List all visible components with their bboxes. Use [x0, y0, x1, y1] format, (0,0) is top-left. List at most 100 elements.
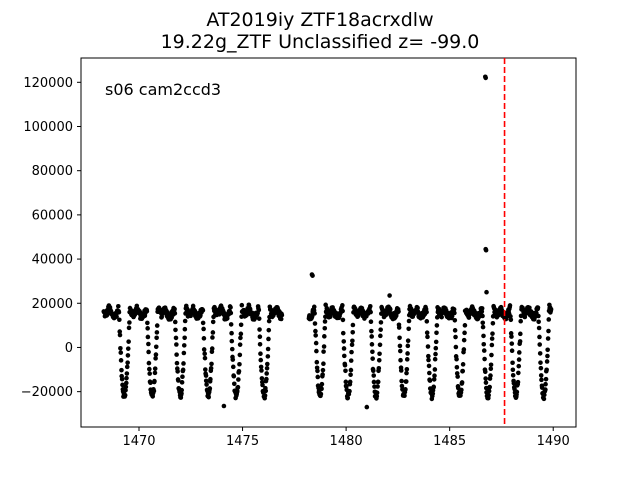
- data-point-805: [405, 338, 411, 344]
- data-point-1044: [488, 366, 494, 372]
- data-point-803: [405, 351, 410, 356]
- data-point-309: [208, 376, 213, 382]
- data-point-1185: [537, 334, 542, 340]
- data-point-1202: [543, 387, 548, 392]
- data-point-1156: [527, 305, 532, 311]
- data-point-65: [124, 380, 129, 386]
- data-point-291: [201, 347, 207, 352]
- data-point-1047: [489, 342, 495, 348]
- data-point-474: [265, 361, 270, 367]
- data-point-715: [374, 390, 380, 396]
- data-point-941: [452, 328, 458, 333]
- data-point-47: [117, 332, 123, 338]
- data-point-450: [256, 316, 262, 321]
- data-point-228: [180, 374, 185, 380]
- data-point-131: [146, 360, 152, 366]
- data-point-968: [462, 330, 467, 336]
- data-point-205: [172, 306, 177, 312]
- y-tick-label-4: 60000: [32, 208, 73, 223]
- data-point-560: [321, 349, 326, 354]
- data-point-454: [258, 351, 263, 356]
- data-point-211: [174, 352, 179, 357]
- data-point-367: [228, 305, 233, 310]
- data-point-155: [154, 323, 160, 328]
- data-point-794: [402, 393, 407, 399]
- data-point-642: [349, 342, 355, 348]
- data-point-1224: [484, 289, 489, 295]
- chart-subtitle: 19.22g_ZTF Unclassified z= -99.0: [160, 31, 480, 53]
- data-point-1104: [509, 334, 514, 339]
- data-point-67: [124, 371, 130, 376]
- data-point-1127: [516, 350, 522, 355]
- data-point-1223: [483, 247, 489, 253]
- data-point-559: [321, 361, 326, 367]
- data-point-716: [375, 384, 380, 389]
- data-point-396: [238, 335, 243, 341]
- data-point-395: [237, 342, 243, 347]
- data-point-50: [118, 358, 124, 363]
- data-point-781: [397, 343, 403, 349]
- data-point-858: [424, 309, 429, 315]
- data-point-725: [378, 327, 383, 332]
- data-point-885: [433, 345, 439, 351]
- data-point-216: [176, 378, 181, 383]
- data-point-452: [257, 334, 263, 340]
- data-point-151: [153, 352, 159, 357]
- data-point-1186: [537, 342, 543, 347]
- data-point-479: [266, 318, 272, 324]
- data-point-1226: [310, 273, 315, 278]
- data-point-1123: [515, 379, 521, 385]
- data-point-1125: [516, 363, 522, 369]
- data-point-1108: [510, 367, 516, 373]
- data-point-1181: [535, 305, 541, 310]
- data-point-208: [173, 327, 178, 333]
- data-point-209: [173, 335, 179, 341]
- data-point-234: [182, 335, 187, 341]
- data-point-945: [454, 356, 459, 362]
- data-point-44: [116, 309, 122, 315]
- data-point-289: [201, 326, 206, 332]
- data-point-620: [341, 353, 347, 359]
- data-point-455: [258, 357, 264, 363]
- data-point-540: [314, 359, 320, 365]
- data-point-616: [340, 317, 346, 323]
- data-point-1221: [483, 75, 489, 81]
- data-point-394: [237, 352, 243, 358]
- data-point-214: [175, 369, 180, 374]
- data-point-207: [172, 319, 178, 325]
- data-point-865: [426, 363, 432, 369]
- data-point-902: [439, 314, 444, 320]
- data-point-514: [278, 316, 284, 322]
- data-point-68: [124, 364, 130, 370]
- data-point-69: [125, 360, 130, 365]
- data-point-863: [426, 353, 431, 359]
- data-point-1207: [544, 359, 550, 364]
- ccd-annotation: s06 cam2ccd3: [105, 80, 221, 99]
- data-point-1038: [486, 392, 491, 398]
- data-point-963: [460, 368, 466, 374]
- data-point-804: [405, 343, 411, 349]
- data-point-1199: [542, 392, 547, 398]
- data-point-640: [348, 358, 354, 363]
- y-tick-label-1: 0: [65, 341, 73, 356]
- data-point-939: [452, 310, 457, 316]
- y-tick-label-6: 100000: [23, 120, 73, 135]
- data-point-1229: [221, 403, 227, 409]
- data-point-969: [462, 323, 468, 328]
- data-point-801: [404, 366, 410, 372]
- data-point-315: [210, 335, 215, 340]
- data-point-1020: [480, 313, 485, 319]
- data-point-150: [153, 356, 158, 361]
- data-point-886: [433, 339, 439, 345]
- data-point-624: [343, 379, 349, 385]
- data-point-641: [349, 349, 354, 355]
- data-point-287: [200, 308, 206, 313]
- data-point-1183: [536, 319, 541, 325]
- data-point-467: [262, 393, 268, 398]
- data-point-64: [123, 384, 129, 390]
- data-point-66: [124, 375, 129, 381]
- data-point-645: [350, 322, 356, 328]
- data-point-37: [114, 314, 119, 319]
- y-tick-label-0: −20000: [21, 385, 73, 400]
- data-point-802: [404, 357, 410, 362]
